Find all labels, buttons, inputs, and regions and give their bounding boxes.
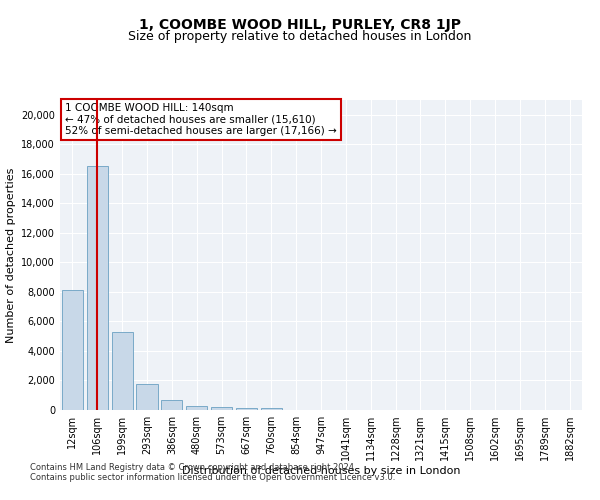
Bar <box>261 408 282 410</box>
Bar <box>87 166 108 410</box>
Bar <box>186 406 207 410</box>
Text: 1, COOMBE WOOD HILL, PURLEY, CR8 1JP: 1, COOMBE WOOD HILL, PURLEY, CR8 1JP <box>139 18 461 32</box>
Text: Contains HM Land Registry data © Crown copyright and database right 2024.: Contains HM Land Registry data © Crown c… <box>30 464 356 472</box>
Bar <box>62 290 83 410</box>
Bar <box>236 408 257 410</box>
Bar <box>211 407 232 410</box>
X-axis label: Distribution of detached houses by size in London: Distribution of detached houses by size … <box>182 466 460 476</box>
Text: 1 COOMBE WOOD HILL: 140sqm
← 47% of detached houses are smaller (15,610)
52% of : 1 COOMBE WOOD HILL: 140sqm ← 47% of deta… <box>65 103 337 136</box>
Y-axis label: Number of detached properties: Number of detached properties <box>6 168 16 342</box>
Bar <box>136 384 158 410</box>
Text: Contains public sector information licensed under the Open Government Licence v3: Contains public sector information licen… <box>30 474 395 482</box>
Bar <box>112 332 133 410</box>
Text: Size of property relative to detached houses in London: Size of property relative to detached ho… <box>128 30 472 43</box>
Bar <box>161 400 182 410</box>
